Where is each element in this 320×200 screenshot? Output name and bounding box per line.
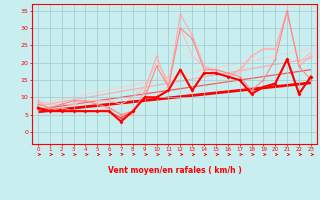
- X-axis label: Vent moyen/en rafales ( km/h ): Vent moyen/en rafales ( km/h ): [108, 166, 241, 175]
